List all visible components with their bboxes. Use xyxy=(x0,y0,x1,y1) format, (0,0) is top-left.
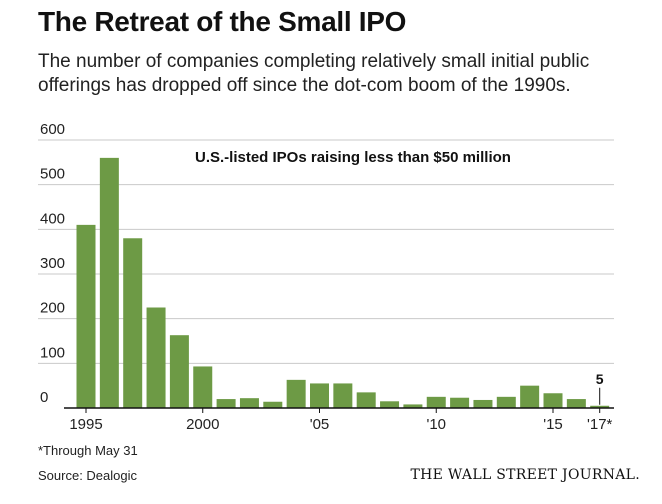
bar-1998 xyxy=(146,307,166,408)
bar-2010 xyxy=(426,396,446,408)
x-tick-label: 2000 xyxy=(186,416,219,433)
bars xyxy=(76,157,610,408)
bar-2012 xyxy=(473,399,493,408)
y-tick-label: 300 xyxy=(40,255,65,272)
bar-1997 xyxy=(123,238,143,408)
bar-2015 xyxy=(543,393,563,408)
bar-2006 xyxy=(333,383,353,408)
bar-2001 xyxy=(216,399,236,408)
bar-chart: 0 100 200 300 400 500 600 1995 2000 '05 '10 '15 '17… xyxy=(38,121,614,433)
y-tick-label: 200 xyxy=(40,300,65,317)
footnote: *Through May 31 xyxy=(38,443,138,458)
annotations: 5 xyxy=(596,371,604,405)
x-tick-label: '15 xyxy=(543,416,563,433)
bar-2016 xyxy=(566,399,586,408)
y-tick-label: 600 xyxy=(40,121,65,138)
bar-1999 xyxy=(169,335,189,408)
bar-2000 xyxy=(193,366,213,408)
bar-2014 xyxy=(520,385,540,408)
chart-subtitle: The number of companies completing relat… xyxy=(38,51,590,96)
y-tick-label: 400 xyxy=(40,210,65,227)
bar-2013 xyxy=(496,396,516,408)
bar-2017 xyxy=(590,405,610,408)
annotation-label: 5 xyxy=(596,371,604,387)
gridlines: 0 100 200 300 400 500 600 xyxy=(38,121,614,406)
x-tick-label: '17* xyxy=(587,416,613,433)
bar-2005 xyxy=(310,383,329,408)
x-axis-ticks: 1995 2000 '05 '10 '15 '17* xyxy=(69,408,613,433)
bar-2011 xyxy=(450,397,470,408)
publisher-logo: THE WALL STREET JOURNAL. xyxy=(410,467,640,483)
chart-inner-title: U.S.-listed IPOs raising less than $50 m… xyxy=(195,149,511,166)
bar-2002 xyxy=(239,398,259,408)
y-tick-label: 500 xyxy=(40,166,65,183)
chart-title: The Retreat of the Small IPO xyxy=(38,6,407,37)
bar-2008 xyxy=(380,401,400,408)
x-tick-label: '05 xyxy=(310,416,330,433)
bar-2003 xyxy=(263,401,283,408)
source-note: Source: Dealogic xyxy=(38,468,137,483)
bar-1995 xyxy=(76,224,96,408)
y-tick-label: 0 xyxy=(40,389,48,406)
bar-2004 xyxy=(286,379,306,408)
y-tick-label: 100 xyxy=(40,344,65,361)
x-tick-label: '10 xyxy=(426,416,446,433)
bar-1996 xyxy=(99,157,119,408)
bar-2009 xyxy=(403,404,423,408)
bar-2007 xyxy=(356,392,376,408)
x-tick-label: 1995 xyxy=(69,416,102,433)
